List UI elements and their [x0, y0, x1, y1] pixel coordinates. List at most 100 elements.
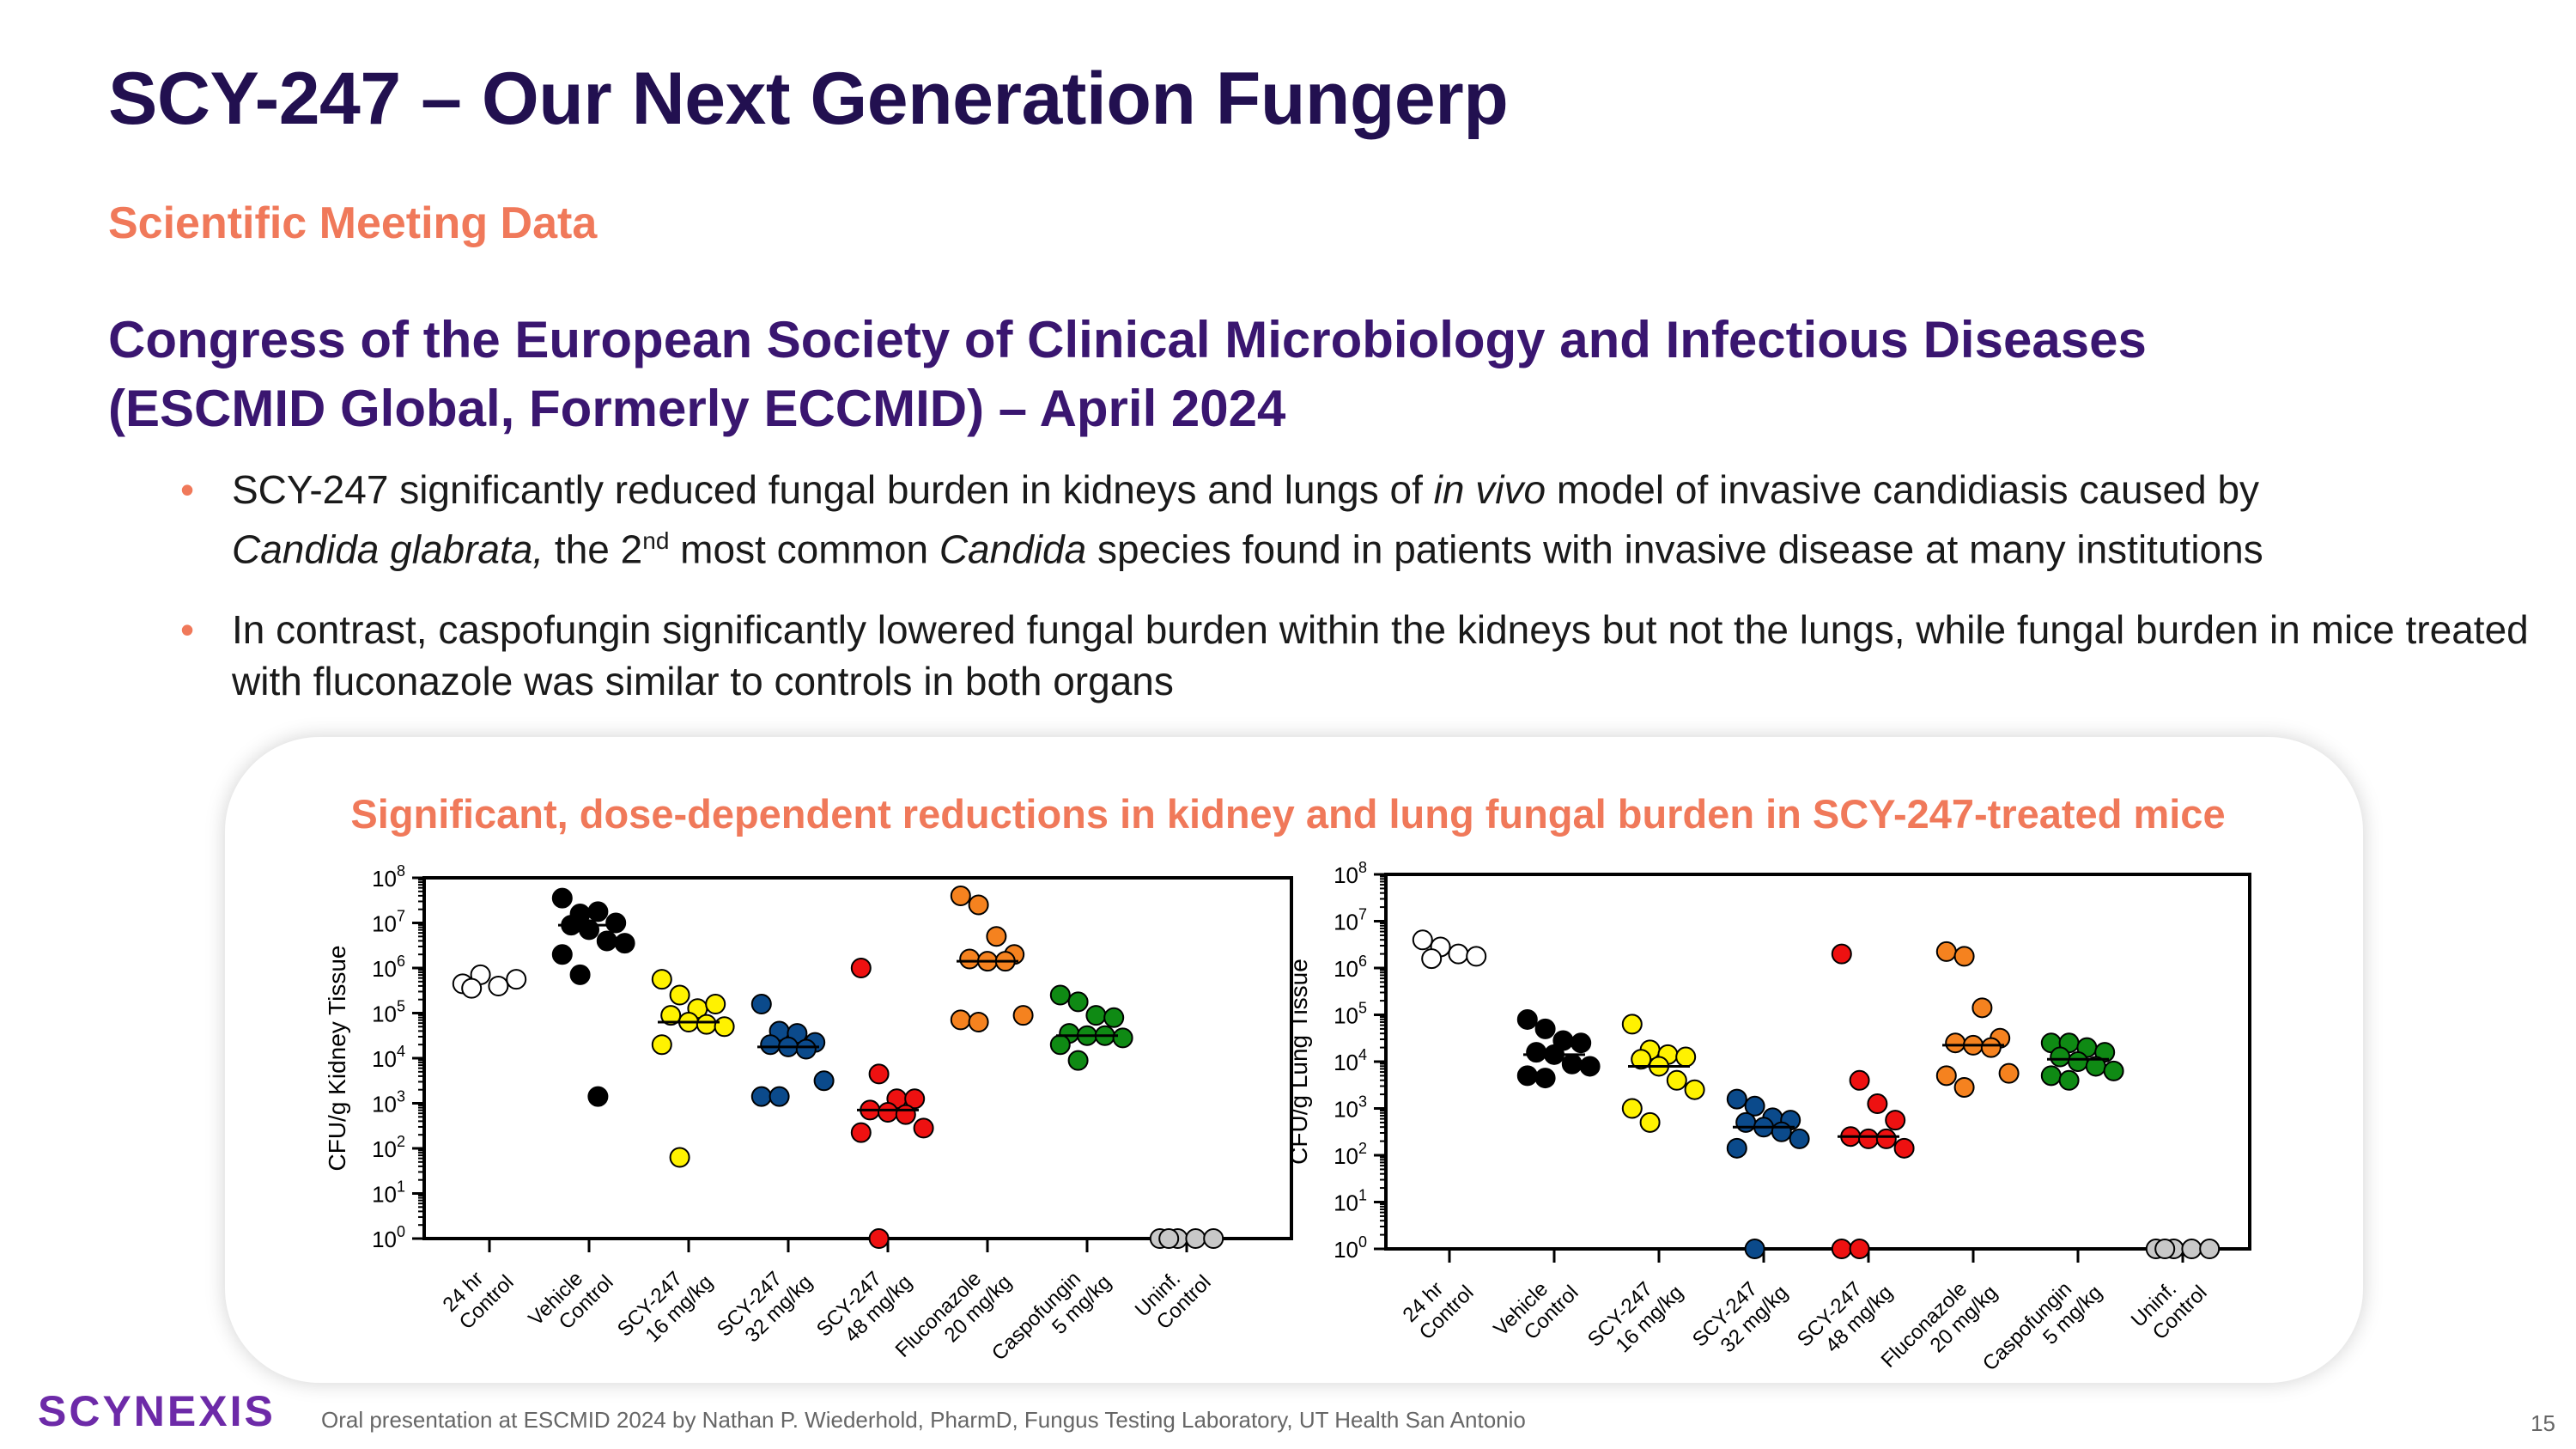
x-tick-label: Fluconazole20 mg/kg: [1877, 1264, 2002, 1390]
bullet-1-text-h: species found in patients with invasive …: [1086, 527, 2263, 572]
y-tick-exponent: 7: [1358, 906, 1367, 923]
bullet-1-text-e: the 2: [544, 527, 643, 572]
heading-line-2: (ESCMID Global, Formerly ECCMID) – April…: [108, 380, 1286, 437]
data-point: [605, 912, 627, 934]
y-tick-label: 102: [1334, 1140, 1367, 1169]
data-point: [1945, 1032, 1966, 1054]
bullet-list: • SCY-247 significantly reduced fungal b…: [180, 464, 2550, 736]
section-heading: Congress of the European Society of Clin…: [108, 306, 2147, 443]
y-tick-exponent: 2: [1358, 1140, 1367, 1157]
y-tick-label: 101: [372, 1178, 405, 1208]
y-tick-base: 10: [1334, 1003, 1358, 1029]
data-point: [1980, 1037, 2002, 1058]
y-tick-base: 10: [372, 866, 397, 892]
y-tick-exponent: 6: [1358, 953, 1367, 970]
data-point: [714, 1016, 735, 1038]
data-point: [1067, 1050, 1089, 1071]
data-point: [1675, 1046, 1697, 1068]
data-point: [750, 1086, 772, 1107]
y-tick-base: 10: [372, 1002, 397, 1027]
data-point: [705, 994, 726, 1014]
y-tick-label: 104: [372, 1043, 405, 1072]
data-point: [1684, 1079, 1705, 1100]
x-tick-label: SCY-24716 mg/kg: [1583, 1264, 1688, 1369]
y-tick-label: 102: [372, 1133, 405, 1162]
slide-title: SCY-247 – Our Next Generation Fungerp: [108, 58, 1509, 140]
data-point: [1771, 1121, 1792, 1142]
data-point: [968, 1012, 989, 1032]
data-point: [868, 1228, 890, 1249]
data-point: [461, 977, 483, 999]
data-point: [2068, 1051, 2088, 1072]
y-tick-exponent: 3: [397, 1088, 405, 1105]
bullet-1-text-d: Candida glabrata,: [232, 527, 544, 572]
data-point: [1789, 1128, 1810, 1149]
data-point: [1421, 948, 1443, 970]
data-point: [1621, 1014, 1643, 1035]
data-point: [1049, 1034, 1071, 1056]
bullet-1-text-f: most common: [669, 527, 939, 572]
data-point: [1935, 941, 1957, 962]
data-point: [1744, 1095, 1765, 1117]
y-tick-exponent: 6: [397, 953, 405, 970]
data-point: [1571, 1032, 1592, 1054]
data-point: [660, 1005, 682, 1026]
y-tick-label: 105: [1334, 1000, 1367, 1029]
y-tick-base: 10: [1334, 910, 1358, 935]
y-tick-exponent: 4: [1358, 1046, 1367, 1063]
y-tick-exponent: 4: [397, 1043, 405, 1060]
y-tick-base: 10: [1334, 1143, 1358, 1169]
y-tick-base: 10: [1334, 1097, 1358, 1123]
data-point: [1412, 929, 1433, 951]
y-tick-base: 10: [372, 911, 397, 937]
data-point: [1466, 946, 1487, 967]
bullet-marker: •: [180, 607, 195, 653]
data-point: [1448, 943, 1469, 965]
y-tick-exponent: 0: [397, 1223, 405, 1240]
data-point: [2058, 1069, 2080, 1091]
plot-frame: [1384, 873, 2251, 1251]
data-point: [895, 1104, 916, 1125]
y-tick-label: 100: [1334, 1233, 1367, 1263]
data-point: [1875, 1128, 1897, 1149]
data-point: [2181, 1239, 2202, 1259]
y-tick-label: 108: [1334, 859, 1367, 888]
data-point: [1953, 1076, 1975, 1098]
data-point: [2199, 1239, 2221, 1259]
data-point: [2154, 1239, 2176, 1259]
data-point: [950, 886, 971, 906]
data-point: [795, 1038, 817, 1060]
bullet-2-text: In contrast, caspofungin significantly l…: [232, 607, 2529, 704]
data-point: [1526, 1042, 1547, 1063]
data-point: [2040, 1065, 2062, 1087]
y-tick-label: 108: [372, 862, 405, 892]
x-tick-label: Uninf.Control: [1131, 1254, 1216, 1339]
data-point: [587, 1086, 609, 1107]
data-point: [1666, 1069, 1687, 1091]
slide-subtitle: Scientific Meeting Data: [108, 198, 598, 248]
data-point: [1735, 1111, 1757, 1133]
y-tick-label: 103: [372, 1088, 405, 1117]
y-tick-base: 10: [372, 956, 397, 982]
data-point: [1971, 997, 1993, 1019]
data-point: [2050, 1046, 2071, 1068]
y-tick-exponent: 8: [1358, 859, 1367, 876]
x-tick-label: SCY-24716 mg/kg: [613, 1254, 718, 1359]
y-axis-label: CFU/g Lung Tissue: [1285, 959, 1312, 1165]
y-tick-label: 100: [372, 1223, 405, 1252]
data-point: [1831, 1239, 1852, 1259]
y-tick-exponent: 5: [1358, 1000, 1367, 1017]
x-tick-label: SCY-24732 mg/kg: [713, 1254, 817, 1359]
data-point: [1935, 1065, 1957, 1087]
plot-frame: [422, 876, 1293, 1240]
data-point: [488, 976, 509, 996]
data-point: [850, 958, 872, 978]
data-point: [769, 1086, 790, 1107]
data-point: [1067, 991, 1089, 1013]
y-tick-base: 10: [372, 1136, 397, 1162]
y-tick-base: 10: [1334, 1190, 1358, 1216]
data-point: [596, 930, 617, 952]
x-tick-label: VehicleControl: [1489, 1264, 1583, 1358]
data-point: [506, 969, 527, 990]
